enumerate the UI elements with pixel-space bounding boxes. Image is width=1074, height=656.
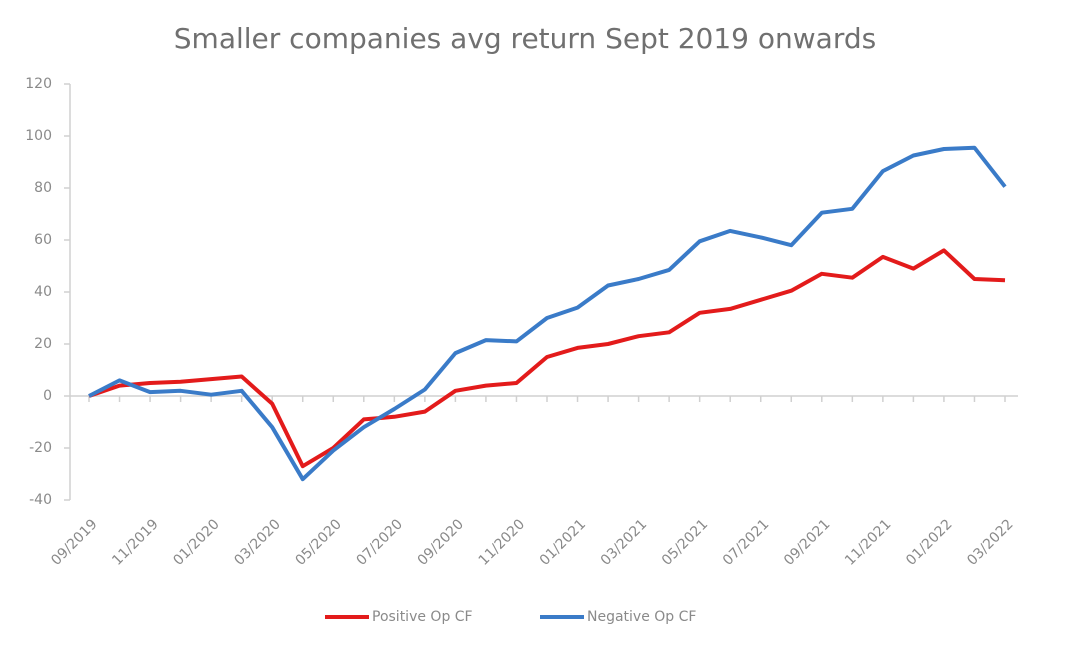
series-line — [88, 145, 1007, 482]
x-tick-label: 07/2020 — [354, 516, 406, 568]
legend-label: Negative Op CF — [587, 609, 696, 625]
y-tick-label: 80 — [34, 180, 52, 196]
y-tick-label: -40 — [29, 492, 52, 508]
x-tick-label: 03/2021 — [598, 516, 650, 568]
x-tick-label: 01/2021 — [537, 516, 589, 568]
x-tick-label: 05/2020 — [292, 516, 344, 568]
y-tick-label: 20 — [34, 336, 52, 352]
series-line — [88, 248, 1006, 469]
x-tick-label: 11/2019 — [109, 516, 161, 568]
chart-title: Smaller companies avg return Sept 2019 o… — [174, 22, 876, 55]
y-tick-label: -20 — [29, 440, 52, 456]
x-tick-label: 11/2021 — [842, 516, 894, 568]
x-tick-label: 11/2020 — [476, 516, 528, 568]
y-tick-label: 100 — [25, 128, 52, 144]
x-tick-label: 09/2020 — [415, 516, 467, 568]
y-tick-label: 120 — [25, 76, 52, 92]
y-tick-label: 0 — [43, 388, 52, 404]
y-tick-label: 40 — [34, 284, 52, 300]
x-tick-label: 03/2020 — [231, 516, 283, 568]
x-tick-label: 05/2021 — [659, 516, 711, 568]
y-tick-label: 60 — [34, 232, 52, 248]
x-tick-label: 01/2020 — [170, 516, 222, 568]
x-tick-label: 01/2022 — [903, 516, 955, 568]
x-tick-label: 09/2019 — [48, 516, 100, 568]
x-tick-label: 09/2021 — [781, 516, 833, 568]
x-tick-label: 03/2022 — [964, 516, 1016, 568]
legend-label: Positive Op CF — [372, 609, 473, 625]
x-tick-label: 07/2021 — [720, 516, 772, 568]
